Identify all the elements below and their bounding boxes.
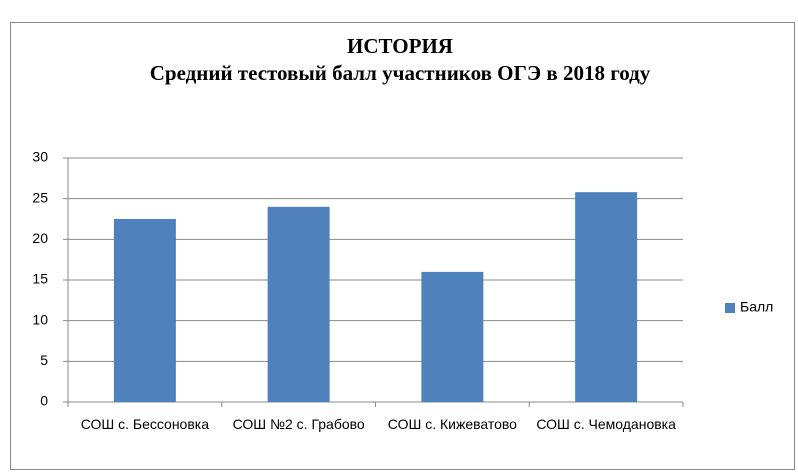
y-tick-label: 10	[32, 311, 48, 327]
y-tick-label: 0	[40, 393, 48, 409]
chart-border	[10, 22, 795, 470]
y-tick-label: 15	[32, 271, 48, 287]
y-tick-label: 20	[32, 230, 48, 246]
x-tick-label: СОШ с. Чемодановка	[536, 416, 676, 432]
y-tick-label: 25	[32, 189, 48, 205]
y-tick-label: 30	[32, 149, 48, 165]
bar	[421, 271, 484, 402]
chart-subtitle: Средний тестовый балл участников ОГЭ в 2…	[149, 61, 651, 85]
x-tick-label: СОШ с. Бессоновка	[80, 416, 210, 432]
bar	[267, 206, 330, 402]
legend-swatch	[725, 303, 735, 313]
y-tick-label: 5	[40, 352, 48, 368]
bar	[113, 219, 176, 402]
bar	[575, 192, 638, 402]
chart-title: ИСТОРИЯ	[347, 34, 453, 58]
x-tick-label: СОШ №2 с. Грабово	[232, 416, 365, 432]
legend-label: Балл	[740, 299, 773, 315]
x-tick-label: СОШ с. Кижеватово	[387, 416, 517, 432]
